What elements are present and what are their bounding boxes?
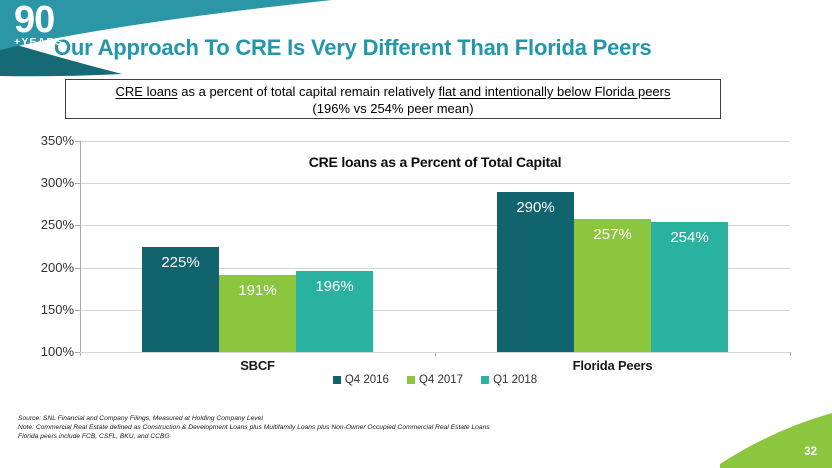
swoosh-dark-layer — [0, 40, 122, 77]
bar-value-label: 257% — [593, 226, 632, 244]
y-axis-label: 150% — [40, 301, 74, 317]
gridline — [80, 352, 790, 353]
y-axis-label: 300% — [40, 175, 74, 191]
bar-q4-2017: 191% — [219, 275, 296, 352]
bar-q4-2016: 290% — [497, 191, 574, 352]
y-axis-tick — [75, 352, 80, 353]
page-number: 32 — [804, 446, 817, 458]
logo-90-years: 90 +YEARS — [14, 0, 64, 48]
corner-swoosh-icon — [0, 0, 332, 77]
footnote-line: Florida peers include FCB, CSFL, BKU, an… — [18, 433, 170, 440]
x-axis-tick — [790, 352, 791, 356]
legend-label: Q1 2018 — [493, 374, 538, 386]
bar-value-label: 225% — [161, 253, 200, 271]
bar-value-label: 290% — [516, 198, 555, 216]
callout-line2: (196% vs 254% peer mean) — [312, 101, 474, 116]
y-axis-tick — [75, 225, 80, 227]
x-axis-category-label: SBCF — [240, 358, 275, 373]
gridline — [80, 183, 790, 185]
callout-emphasis-text: CRE loans — [115, 84, 178, 99]
bar-q4-2017: 257% — [574, 219, 651, 352]
gridline — [80, 309, 790, 311]
y-axis-tick — [75, 309, 80, 311]
footnote-line: Source: SNL Financial and Company Filing… — [18, 415, 263, 422]
callout-emphasis-text: flat and intentionally below Florida pee… — [438, 84, 671, 99]
swoosh-main-layer — [0, 0, 332, 50]
gridline — [80, 141, 790, 142]
logo-90-number: 90 — [14, 0, 55, 41]
bar-value-label: 191% — [238, 282, 277, 300]
bar-q4-2016: 225% — [142, 246, 219, 352]
legend-swatch — [481, 376, 490, 384]
legend-item: Q1 2018 — [481, 374, 537, 386]
logo-years-caption: +YEARS — [14, 36, 64, 48]
callout-line1: CRE loans as a percent of total capital … — [66, 83, 720, 100]
x-axis-tick — [435, 352, 436, 356]
legend-label: Q4 2016 — [344, 374, 389, 386]
gridline — [80, 225, 790, 227]
x-axis-tick — [80, 352, 81, 356]
y-axis-line — [80, 141, 81, 352]
corner-swoosh-green-icon — [720, 413, 832, 468]
y-axis-label: 200% — [40, 259, 74, 275]
y-axis-label: 250% — [40, 217, 74, 233]
footnote-line: Note: Commercial Real Estate defined as … — [18, 424, 490, 431]
y-axis-tick — [75, 141, 80, 142]
callout-text: as a percent of total capital remain rel… — [177, 84, 439, 99]
page-title: Our Approach To CRE Is Very Different Th… — [54, 35, 652, 60]
bar-value-label: 254% — [670, 229, 709, 247]
x-axis-category-label: Florida Peers — [572, 358, 653, 373]
bar-q1-2018: 254% — [651, 222, 728, 352]
legend-item: Q4 2016 — [332, 374, 389, 386]
bar-value-label: 196% — [315, 277, 354, 295]
y-axis-tick — [75, 267, 80, 269]
callout-box: CRE loans as a percent of total capital … — [65, 79, 721, 119]
legend-label: Q4 2017 — [418, 374, 464, 386]
bar-q1-2018: 196% — [296, 270, 373, 352]
legend-swatch — [332, 376, 341, 384]
chart-legend: Q4 2016 Q4 2017 Q1 2018 — [80, 374, 790, 386]
y-axis-label: 100% — [40, 344, 74, 359]
footnotes: Source: SNL Financial and Company Filing… — [18, 414, 578, 441]
y-axis-label: 350% — [40, 133, 74, 148]
chart-title: CRE loans as a Percent of Total Capital — [308, 154, 562, 170]
gridline — [80, 267, 790, 269]
y-axis-tick — [75, 183, 80, 185]
bar-chart: CRE loans as a Percent of Total Capital … — [0, 130, 832, 400]
legend-item: Q4 2017 — [406, 374, 464, 386]
legend-swatch — [406, 376, 415, 384]
